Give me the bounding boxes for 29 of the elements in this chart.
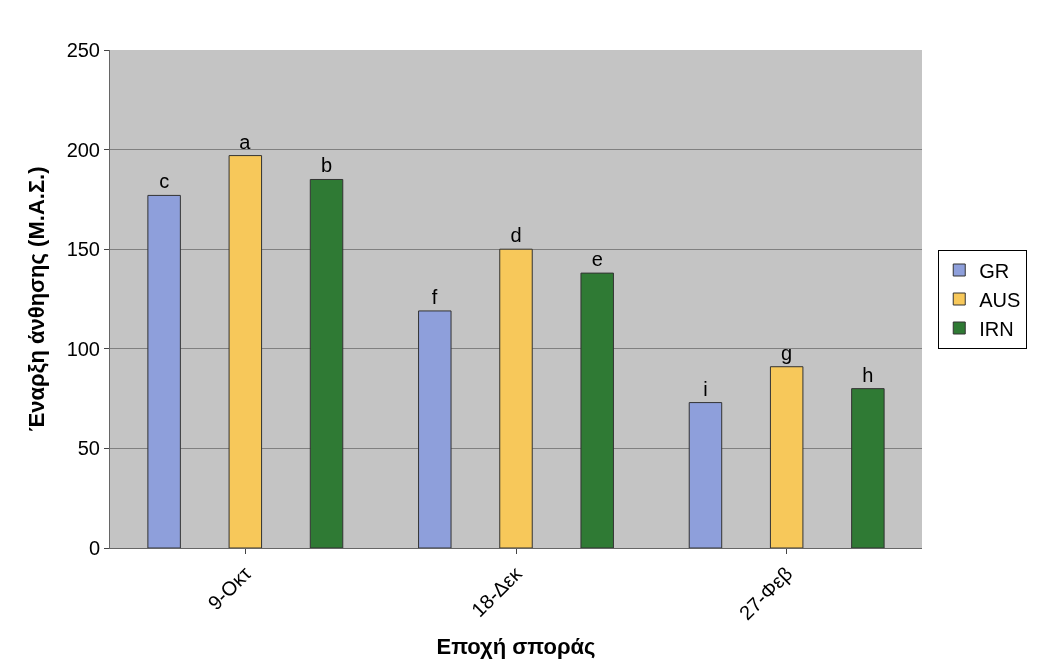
data-label: d <box>510 224 522 247</box>
bar <box>147 194 181 548</box>
data-label: f <box>431 285 438 308</box>
y-tick-label: 0 <box>88 537 100 559</box>
data-label: i <box>703 377 708 400</box>
bar <box>228 155 263 548</box>
y-tick-label: 50 <box>77 437 100 460</box>
bar <box>851 388 885 548</box>
x-axis-title: Εποχή σποράς <box>436 633 596 659</box>
data-label: b <box>320 154 333 177</box>
data-label: g <box>781 341 793 364</box>
y-tick-label: 200 <box>66 138 100 161</box>
y-axis-title: Έναρξη άνθησης (Μ.Α.Σ.) <box>24 166 50 432</box>
data-label: h <box>862 363 874 386</box>
data-label: e <box>591 248 603 271</box>
data-label: c <box>159 170 170 193</box>
legend-label: GR <box>979 259 1010 282</box>
data-label: a <box>239 130 252 153</box>
bar <box>418 310 452 548</box>
bar <box>688 402 723 548</box>
y-tick-label: 150 <box>66 238 100 261</box>
bar <box>499 248 533 548</box>
bar <box>769 366 804 548</box>
legend-label: IRN <box>979 317 1014 340</box>
y-tick-label: 250 <box>66 39 100 61</box>
legend-label: AUS <box>979 288 1021 311</box>
y-tick-label: 100 <box>66 337 100 360</box>
bar <box>309 178 344 548</box>
bar <box>580 272 614 548</box>
